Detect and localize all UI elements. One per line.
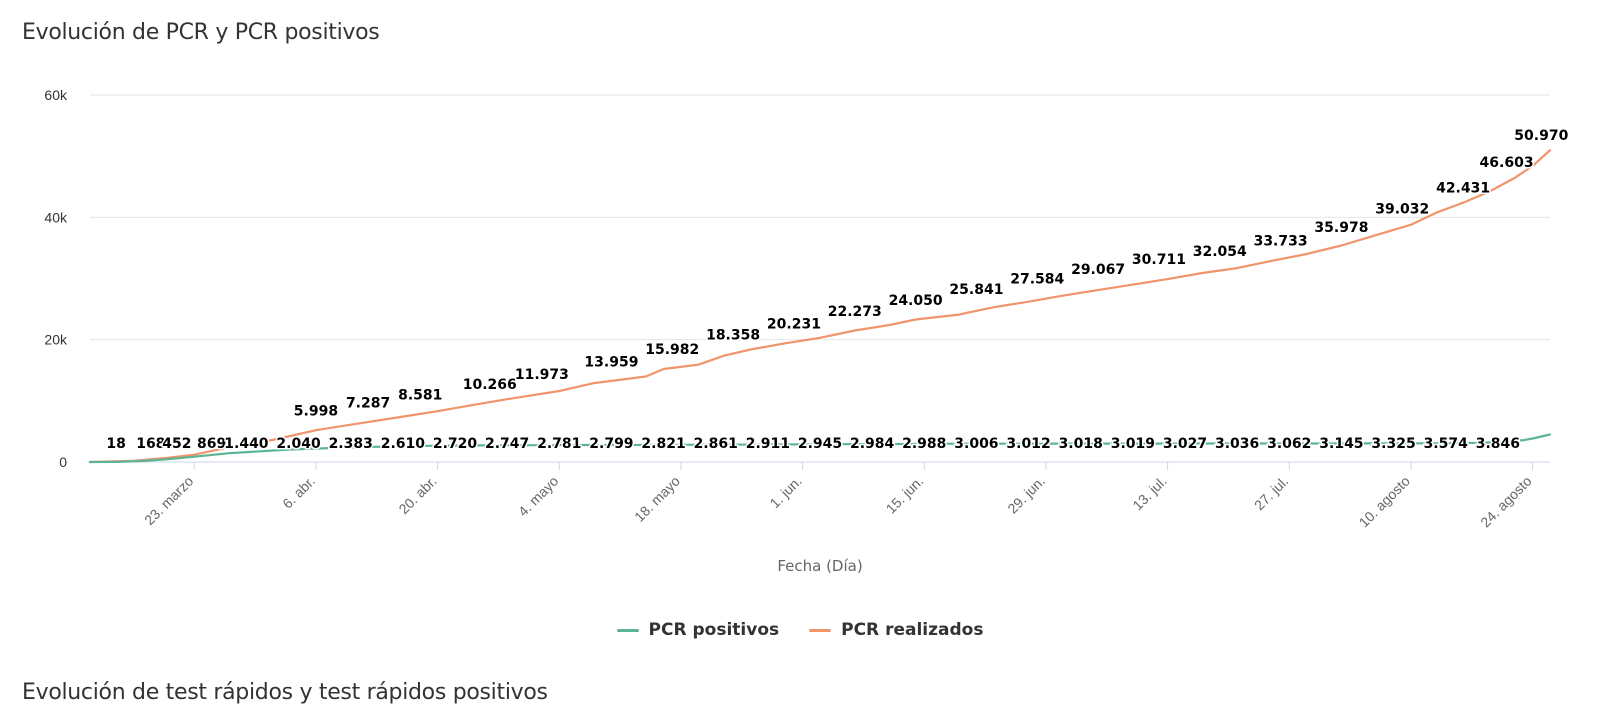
x-tick-label: 18. mayo: [631, 473, 683, 525]
data-label: 46.603: [1480, 155, 1534, 171]
y-tick-label: 0: [59, 454, 67, 470]
data-label: 2.781: [537, 436, 581, 452]
data-label: 2.861: [694, 436, 738, 452]
data-label: 3.006: [954, 436, 998, 452]
data-label: 30.711: [1132, 252, 1186, 268]
y-tick-label: 20k: [44, 332, 68, 348]
data-label: 2.984: [850, 436, 895, 452]
x-tick-label: 1. jun.: [766, 473, 804, 511]
x-tick-label: 4. mayo: [515, 473, 562, 520]
chart-title: Evolución de PCR y PCR positivos: [22, 20, 380, 45]
x-tick-label: 23. marzo: [141, 473, 196, 528]
legend-swatch-pcr-realizados: [809, 628, 832, 632]
data-label: 10.266: [463, 377, 517, 393]
next-section-title: Evolución de test rápidos y test rápidos…: [22, 680, 548, 705]
data-label: 2.799: [589, 436, 633, 452]
data-label: 13.959: [584, 355, 638, 371]
data-label: 3.018: [1059, 436, 1103, 452]
data-label: 33.733: [1254, 234, 1308, 250]
legend-item-pcr-realizados[interactable]: PCR realizados: [809, 620, 983, 640]
data-label: 11.973: [515, 367, 569, 383]
legend: PCR positivos PCR realizados: [0, 620, 1600, 640]
data-label: 20.231: [767, 316, 821, 332]
data-label: 2.610: [381, 436, 426, 452]
x-tick-label: 24. agosto: [1477, 473, 1535, 531]
data-label: 35.978: [1314, 220, 1368, 236]
data-label: 3.145: [1319, 436, 1363, 452]
data-label: 3.027: [1163, 436, 1207, 452]
data-label: 42.431: [1436, 180, 1490, 196]
data-label: 3.036: [1215, 436, 1259, 452]
series-line-pcr-positivos[interactable]: [88, 433, 1552, 464]
data-label: 869: [197, 436, 226, 452]
y-tick-label: 40k: [44, 209, 68, 225]
series-lines: [88, 149, 1552, 464]
data-label: 27.584: [1010, 271, 1064, 287]
data-label: 3.325: [1371, 436, 1415, 452]
data-label: 32.054: [1193, 244, 1247, 260]
data-label: 168: [136, 436, 165, 452]
data-label: 25.841: [949, 282, 1003, 298]
grid-lines: [90, 94, 1550, 341]
data-label: 8.581: [398, 388, 442, 404]
data-label: 3.062: [1267, 436, 1311, 452]
y-tick-label: 60k: [44, 87, 68, 103]
data-label: 5.998: [294, 403, 338, 419]
data-label: 2.911: [746, 436, 790, 452]
data-label: 50.970: [1514, 128, 1568, 144]
pcr-line-chart: 0 20k 40k 60k 23. marzo 6. abr. 20. abr. 4. may…: [44, 87, 1570, 575]
data-label: 2.945: [798, 436, 842, 452]
data-label: 3.846: [1476, 436, 1520, 452]
series-line-pcr-realizados[interactable]: [88, 149, 1552, 464]
data-label: 7.287: [346, 395, 390, 411]
legend-label-pcr-positivos: PCR positivos: [648, 620, 780, 640]
data-label: 18.358: [706, 328, 760, 344]
data-label: 2.040: [276, 436, 321, 452]
data-label: 15.982: [645, 342, 699, 358]
data-label: 2.747: [485, 436, 529, 452]
x-tick-label: 27. jul.: [1251, 473, 1291, 513]
data-label: 2.720: [433, 436, 478, 452]
x-tick-label: 20. abr.: [395, 473, 439, 517]
data-label: 2.821: [641, 436, 685, 452]
x-tick-label: 13. jul.: [1129, 473, 1169, 513]
legend-swatch-pcr-positivos: [616, 628, 639, 632]
data-label: 29.067: [1071, 262, 1125, 278]
x-tick-label: 15. jun.: [883, 473, 927, 517]
x-tick-label: 29. jun.: [1004, 473, 1048, 517]
x-tick-label: 6. abr.: [279, 473, 318, 512]
data-label: 1.440: [224, 436, 269, 452]
data-label: 3.019: [1111, 436, 1155, 452]
x-tick-label: 10. agosto: [1356, 473, 1414, 531]
data-label: 2.988: [902, 436, 946, 452]
x-axis-title: Fecha (Día): [777, 557, 862, 575]
data-label: 24.050: [889, 293, 943, 309]
data-label: 2.383: [329, 436, 373, 452]
data-label: 3.012: [1006, 436, 1050, 452]
data-label: 22.273: [828, 304, 882, 320]
data-label: 3.574: [1424, 436, 1469, 452]
data-label: 18: [106, 436, 125, 452]
data-label: 39.032: [1375, 201, 1429, 217]
legend-item-pcr-positivos[interactable]: PCR positivos: [616, 620, 780, 640]
data-label: 452: [162, 436, 191, 452]
legend-label-pcr-realizados: PCR realizados: [841, 620, 984, 640]
